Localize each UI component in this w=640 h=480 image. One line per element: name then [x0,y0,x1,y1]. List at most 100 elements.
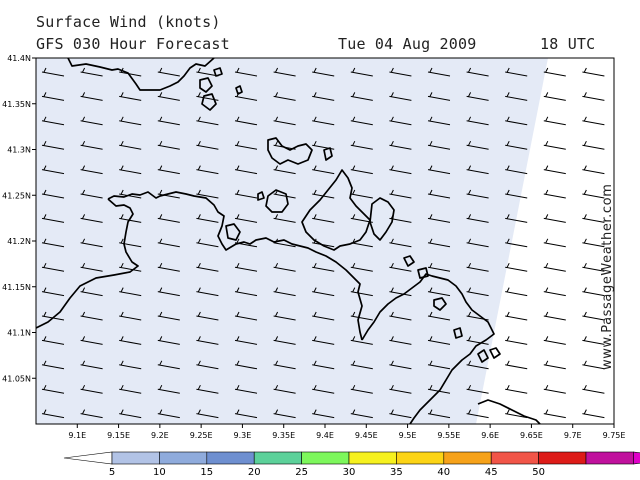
wind-barb [543,360,566,370]
wind-barb [119,238,142,248]
lon-label: 9.45E [355,431,378,440]
wind-barb [273,140,296,150]
wind-barb [389,92,412,101]
wind-barb [273,311,296,321]
wind-barb [582,311,605,321]
wind-barb [505,360,528,370]
wind-barb [119,67,142,77]
wind-barb [157,92,180,101]
wind-barb [505,189,528,199]
wind-barb [312,287,335,297]
wind-barb [196,238,219,248]
wind-barb [273,409,296,419]
wind-barb [582,165,605,175]
wind-barb [119,189,142,199]
wind-barb [157,311,180,321]
wind-barb [41,409,65,419]
lon-label: 9.1E [68,431,86,440]
wind-barb [41,165,65,175]
wind-barb [41,92,65,101]
wind-barb [312,165,335,175]
lon-label: 9.35E [272,431,295,440]
wind-barb [427,360,451,370]
wind-barb [196,140,219,150]
wind-barb [273,214,296,223]
wind-barb [157,262,180,272]
wind-barb [350,384,373,394]
wind-barb [350,165,373,175]
wind-barb [350,189,373,199]
wind-barb [80,336,103,345]
wind-barb [466,409,489,419]
legend-swatch [206,451,255,465]
wind-barb [543,384,566,394]
wind-barb [427,287,451,297]
lon-label: 9.55E [437,431,460,440]
wind-barb [582,287,605,297]
forecast-date: Tue 04 Aug 2009 [338,35,477,53]
wind-barb [273,92,296,101]
wind-barb [505,287,528,297]
wind-barb [119,360,142,370]
legend-label: 40 [437,467,450,478]
wind-barb [389,287,412,297]
legend-swatch [585,451,634,465]
wind-barb [196,409,219,419]
wind-barb [543,189,566,199]
lon-label: 9.5E [399,431,417,440]
wind-barb [41,360,65,370]
wind-barb [350,238,373,248]
wind-barb [157,165,180,175]
wind-barb [389,238,412,248]
wind-barb [582,214,605,223]
wind-barb [350,336,373,345]
wind-barb [157,336,180,345]
wind-barb [427,116,451,126]
wind-barb [389,360,412,370]
wind-barb [273,116,296,126]
wind-barb [427,214,451,223]
wind-barb [119,336,142,345]
wind-barb [119,165,142,175]
legend-label: 10 [153,467,166,478]
wind-barb [466,360,489,370]
wind-barb [80,214,103,223]
lon-label: 9.65E [520,431,543,440]
wind-barb [312,360,335,370]
credit-text: www.PassageWeather.com [600,183,615,370]
wind-barb [582,384,605,394]
wind-barb [466,287,489,297]
wind-barb [582,92,605,101]
wind-barb [505,336,528,345]
wind-barb [543,92,566,101]
wind-barb [543,116,566,126]
wind-barb [41,140,65,150]
wind-barb [80,384,103,394]
wind-barb [196,189,219,199]
wind-barb [389,409,412,419]
wind-barb [350,67,373,77]
wind-barb [119,262,142,272]
wind-barb [312,214,335,223]
lon-label: 9.4E [316,431,334,440]
wind-barb [505,67,528,77]
wind-barb [234,384,258,394]
wind-barb [427,409,451,419]
wind-barb [427,67,451,77]
wind-barb [582,67,605,77]
wind-barb [389,336,412,345]
wind-barb [196,336,219,345]
wind-barb [80,165,103,175]
lon-label: 9.2E [151,431,169,440]
wind-barb [234,189,258,199]
wind-barb [543,140,566,150]
wind-barb [41,67,65,77]
wind-barb [582,336,605,345]
wind-barb [273,238,296,248]
wind-barb [427,92,451,101]
wind-barb [273,287,296,297]
wind-barb [80,262,103,272]
wind-barb [119,287,142,297]
wind-barb [427,384,451,394]
